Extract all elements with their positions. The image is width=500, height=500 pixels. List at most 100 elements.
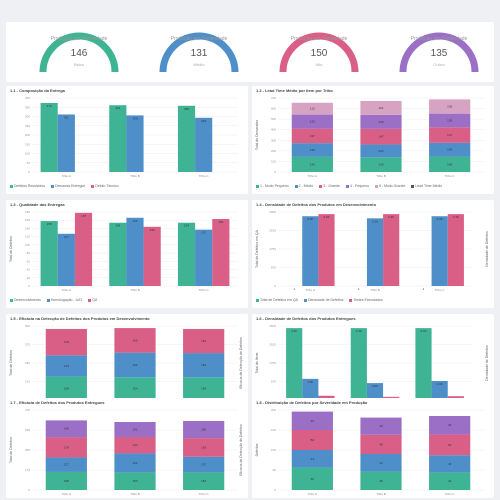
x-tick-label: Tribo B	[376, 174, 386, 178]
data-label: 1	[423, 287, 425, 291]
y-tick-label: 140	[25, 226, 30, 230]
data-label: 166	[132, 338, 137, 342]
chart-title: 1.6 - Densidade de Defeitos dos Produtos…	[256, 316, 356, 321]
x-tick-label: Tribo C	[199, 492, 210, 496]
chart-title: 1.7 - Eficácia de Defeitos dos Produtos …	[10, 400, 105, 405]
chart-svg: 0 175 350 525 700 Total de Defeitos Eficácia d…	[9, 408, 243, 496]
y-axis-label: Defeitos	[255, 443, 259, 456]
bar	[195, 229, 213, 286]
bar	[109, 222, 127, 286]
bar-segment	[429, 455, 471, 473]
y-tick-label: 350	[25, 105, 30, 109]
x-tick-label: Tribo A	[62, 174, 71, 178]
y-axis-label: Total de Defeitos em QA	[255, 229, 259, 268]
bar	[212, 218, 230, 286]
y-tick-label: 1750	[269, 361, 276, 365]
data-label: 3.4K	[453, 215, 459, 219]
bar-segment	[429, 156, 471, 172]
x-tick-label: Tribo C	[199, 288, 210, 292]
gauge-sub: Médio	[193, 62, 205, 67]
data-label: 133	[310, 120, 315, 124]
data-label: 143	[310, 162, 315, 166]
data-label: 46	[311, 419, 315, 423]
data-label: 0.9K	[437, 382, 443, 386]
gauge-sub: Crítico	[433, 62, 445, 67]
gauge-medio: Produção por Severidade 131 Médio	[154, 26, 244, 82]
y-tick-label: 60	[27, 259, 31, 263]
x-tick-label: Tribo A	[308, 174, 317, 178]
chart-title: 1.1 - Composição da Entrega	[10, 88, 65, 93]
data-label: 3.4K	[323, 215, 329, 219]
data-label: 44	[311, 457, 315, 461]
data-label: 373	[47, 104, 52, 108]
bar-segment	[360, 454, 402, 472]
data-label: 3.4K	[420, 329, 426, 333]
bar-segment	[360, 144, 402, 158]
data-label: 133	[378, 120, 383, 124]
y-tick-label: 150	[25, 142, 30, 146]
y-axis-label-secondary: Eficácia de Detecção de Defeitos	[239, 424, 243, 476]
data-label: 46	[379, 479, 383, 483]
data-label: 150	[201, 428, 206, 432]
chart-card: 1.1 - Composição da Entrega 0 50 100 150 200 2…	[6, 86, 248, 194]
legend-item: 2 - Médio	[294, 184, 313, 188]
gauge-label: Produção por Severidade	[290, 36, 348, 42]
data-label: 166	[132, 219, 137, 223]
bar-segment	[114, 436, 156, 454]
bar-segment	[45, 355, 87, 377]
y-tick-label: 500	[25, 324, 30, 328]
data-label: 154	[184, 224, 189, 228]
legend-item: Desenvolvimento	[10, 298, 41, 302]
y-tick-label: 375	[25, 343, 30, 347]
y-tick-label: 0	[28, 170, 30, 174]
bar-segment	[114, 422, 156, 437]
bar-segment	[429, 434, 471, 456]
gauge-sub: Alto	[315, 62, 323, 67]
bar	[383, 214, 400, 286]
data-label: 139	[378, 163, 383, 167]
y-axis-label-secondary: Eficácia de Detecção de Defeitos	[239, 337, 243, 389]
bar-segment	[360, 100, 402, 115]
x-tick-label: Tribo A	[62, 288, 71, 292]
legend-swatch	[46, 298, 50, 302]
data-label: 112	[310, 107, 315, 111]
chart-title: 1.5 - Eficácia na Detecção de Defeitos d…	[10, 316, 150, 321]
data-label: 154	[201, 387, 206, 391]
bar	[143, 226, 161, 286]
y-tick-label: 700	[25, 408, 30, 412]
bar	[431, 216, 448, 286]
bar-segment	[429, 99, 471, 114]
legend-swatch	[50, 184, 54, 188]
gauge-arc	[399, 32, 479, 73]
data-label: 44	[379, 461, 383, 465]
data-label: 131	[132, 427, 137, 431]
data-label: 163	[201, 445, 206, 449]
bar-segment	[291, 143, 333, 157]
data-label: 46	[448, 423, 452, 427]
gauge-sub: Baixo	[73, 62, 84, 67]
chart-card: 1.2 - Lead Time Médio por Item por Tribo…	[252, 86, 494, 194]
gauge-value: 150	[310, 48, 328, 59]
bar-segment	[45, 328, 87, 356]
y-tick-label: 400	[271, 128, 276, 132]
y-axis-label: Total de Defeitos	[9, 236, 13, 262]
bar	[195, 117, 213, 172]
legend-item: 1 - Muito Pequeno	[256, 184, 289, 188]
data-label: 163	[201, 339, 206, 343]
data-label: 158	[64, 386, 69, 390]
y-tick-label: 400	[25, 96, 30, 100]
y-tick-label: 3500	[269, 210, 276, 214]
data-label: 48	[379, 442, 383, 446]
data-label: 56	[311, 477, 315, 481]
bar	[177, 222, 196, 286]
bar-segment	[183, 438, 225, 457]
data-label: 44	[448, 479, 452, 483]
bar	[431, 380, 448, 400]
y-tick-label: 200	[271, 149, 276, 153]
legend-swatch	[91, 184, 95, 188]
y-tick-label: 100	[271, 159, 276, 163]
y-tick-label: 250	[25, 361, 30, 365]
y-tick-label: 125	[25, 380, 30, 384]
data-label: 147	[447, 133, 452, 137]
